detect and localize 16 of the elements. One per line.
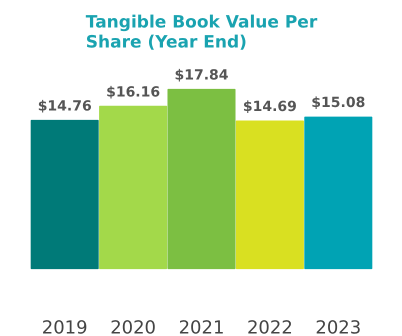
data-label: $17.84 <box>174 67 229 84</box>
chart-title: Tangible Book Value Per Share (Year End) <box>86 12 318 52</box>
x-tick-label: 2019 <box>42 318 88 336</box>
data-label: $15.08 <box>311 95 366 112</box>
x-tick-label: 2020 <box>110 318 156 336</box>
data-label: $14.69 <box>242 99 297 116</box>
bar <box>30 120 99 270</box>
bar <box>167 88 236 270</box>
x-tick-label: 2021 <box>178 318 224 336</box>
data-label: $16.16 <box>106 84 160 100</box>
bar <box>236 120 304 270</box>
x-tick-label: 2023 <box>315 318 362 336</box>
data-label: $14.76 <box>38 98 92 114</box>
x-tick-label: 2022 <box>246 318 293 336</box>
bar <box>304 116 372 270</box>
bar <box>99 106 168 270</box>
